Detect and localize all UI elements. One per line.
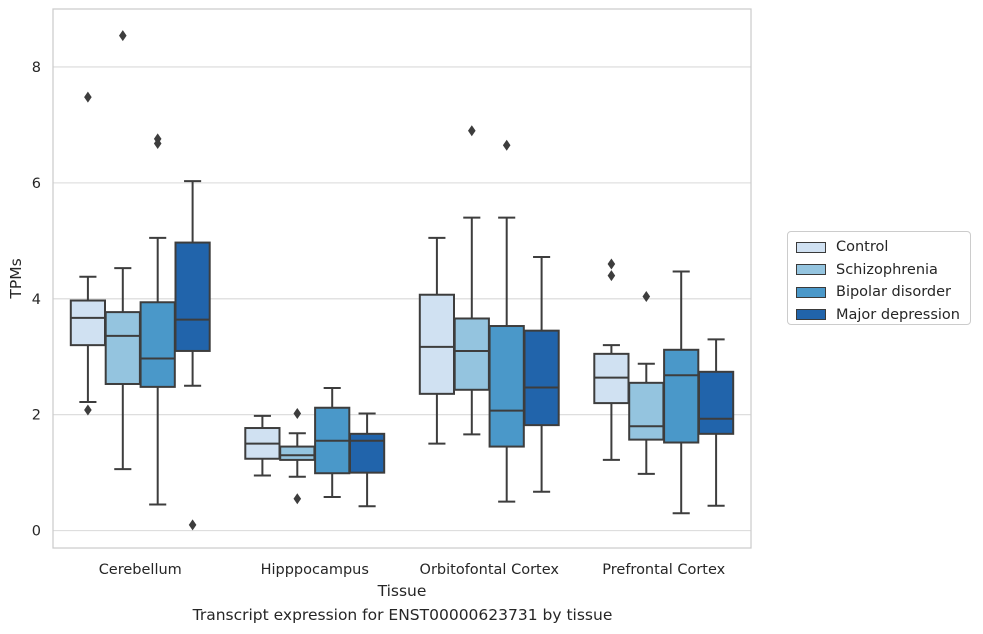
y-axis-label: TPMs	[7, 258, 25, 299]
x-axis-ticks: Cerebellum Hipppocampus Orbitofontal Corte…	[99, 562, 726, 578]
y-tick-label: 4	[32, 292, 41, 308]
box	[348, 432, 386, 474]
legend: Control Schizophrenia Bipolar disorder Majo…	[787, 231, 971, 325]
legend-label: Control	[836, 239, 889, 256]
outlier-point	[293, 408, 302, 420]
box	[628, 381, 665, 441]
box	[523, 329, 560, 427]
box-group	[697, 338, 735, 507]
outlier-point	[119, 30, 127, 42]
box-group	[139, 133, 176, 506]
box-group	[279, 408, 316, 505]
outlier-point	[293, 493, 302, 505]
box-group	[663, 270, 700, 515]
legend-swatch	[796, 286, 826, 298]
legend-item: Control	[796, 236, 962, 259]
box	[69, 299, 107, 347]
outlier-point	[84, 404, 92, 416]
legend-item: Bipolar disorder	[796, 281, 962, 304]
outlier-point	[468, 125, 476, 137]
box	[139, 301, 176, 388]
y-axis-ticks: 0 2 4 6 8	[32, 60, 41, 540]
outlier-point	[502, 139, 511, 151]
box-group	[593, 258, 630, 461]
box-group	[244, 414, 281, 477]
x-tick-label: Cerebellum	[99, 562, 182, 578]
box	[418, 293, 456, 395]
boxes	[69, 30, 735, 531]
legend-label: Bipolar disorder	[836, 284, 951, 301]
box-group	[523, 256, 560, 493]
box-group	[348, 412, 386, 508]
outlier-point	[642, 290, 651, 302]
chart-caption: Transcript expression for ENST0000062373…	[192, 606, 613, 624]
outlier-point	[84, 91, 92, 103]
box-group	[314, 387, 351, 498]
legend-label: Major depression	[836, 306, 960, 323]
legend-swatch	[796, 264, 826, 276]
box-group	[104, 30, 141, 471]
x-axis-label: Tissue	[377, 582, 427, 600]
legend-swatch	[796, 309, 826, 321]
box	[663, 348, 700, 444]
y-tick-label: 8	[32, 60, 41, 76]
y-tick-label: 0	[32, 524, 41, 540]
box	[488, 325, 525, 448]
box-group	[628, 290, 665, 475]
legend-item: Schizophrenia	[796, 259, 962, 282]
box-group	[453, 125, 490, 436]
box-group	[488, 139, 525, 503]
x-tick-label: Prefrontal Cortex	[602, 562, 725, 578]
outlier-point	[607, 270, 616, 282]
plot-frame	[52, 8, 752, 549]
y-tick-label: 6	[32, 176, 41, 192]
box-group	[418, 236, 456, 445]
x-tick-label: Orbitofontal Cortex	[420, 562, 560, 578]
box-group	[174, 180, 211, 531]
box	[104, 311, 141, 385]
box	[697, 370, 735, 435]
box	[174, 241, 211, 352]
outlier-point	[188, 519, 197, 531]
x-tick-label: Hipppocampus	[261, 562, 369, 578]
legend-label: Schizophrenia	[836, 261, 938, 278]
legend-item: Major depression	[796, 304, 962, 327]
legend-swatch	[796, 241, 826, 253]
box	[279, 445, 316, 461]
outlier-point	[153, 137, 162, 149]
box-group	[69, 91, 107, 416]
y-tick-label: 2	[32, 408, 41, 424]
outlier-point	[607, 258, 616, 270]
box	[453, 317, 490, 391]
